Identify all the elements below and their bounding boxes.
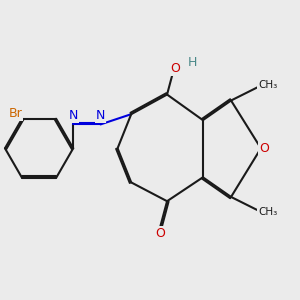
Text: CH₃: CH₃ bbox=[258, 80, 278, 90]
Text: N: N bbox=[96, 110, 105, 122]
Text: N: N bbox=[68, 110, 78, 122]
Text: O: O bbox=[155, 227, 165, 240]
Text: O: O bbox=[260, 142, 269, 155]
Text: O: O bbox=[171, 61, 181, 75]
Text: Br: Br bbox=[8, 107, 22, 120]
Text: CH₃: CH₃ bbox=[258, 207, 278, 217]
Text: H: H bbox=[188, 56, 197, 70]
